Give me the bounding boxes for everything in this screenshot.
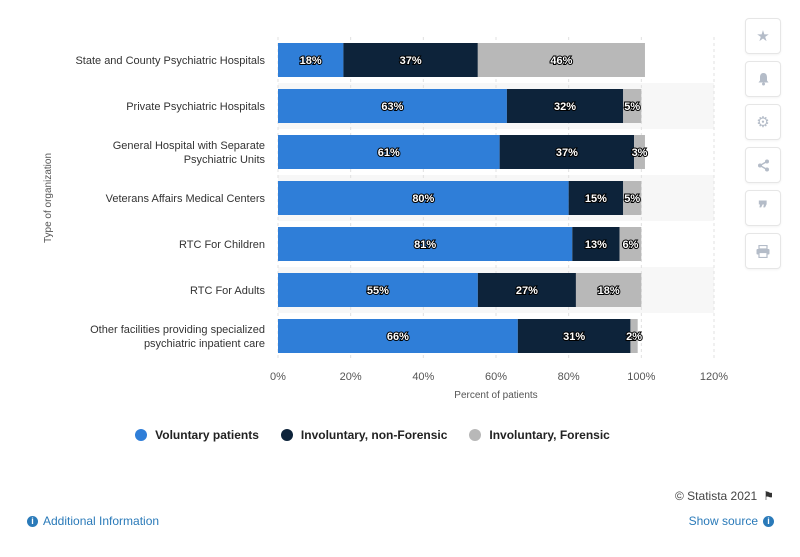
legend-item-involuntary-forensic[interactable]: Involuntary, Forensic bbox=[469, 428, 610, 442]
data-label: 32% bbox=[554, 101, 576, 113]
bar-segment bbox=[278, 181, 569, 215]
bar-segment bbox=[630, 319, 638, 353]
category-label: Psychiatric Units bbox=[184, 154, 266, 166]
category-label: Veterans Affairs Medical Centers bbox=[106, 193, 266, 205]
info-icon: i bbox=[27, 515, 38, 527]
bar-segment bbox=[278, 319, 518, 353]
x-tick-label: 80% bbox=[558, 371, 580, 383]
category-label: RTC For Adults bbox=[190, 285, 265, 297]
print-icon[interactable] bbox=[745, 233, 781, 269]
category-label: RTC For Children bbox=[179, 239, 265, 251]
legend-marker bbox=[135, 429, 148, 441]
bar-segment bbox=[623, 89, 642, 123]
legend-item-voluntary[interactable]: Voluntary patients bbox=[135, 428, 259, 442]
bar-segment bbox=[517, 319, 631, 353]
credit-text: © Statista 2021 bbox=[675, 489, 758, 503]
x-tick-label: 0% bbox=[270, 371, 286, 383]
data-label: 80% bbox=[412, 193, 434, 205]
data-label: 66% bbox=[387, 331, 409, 343]
data-label: 2% bbox=[626, 331, 642, 343]
data-label: 37% bbox=[556, 147, 578, 159]
data-label: 6% bbox=[622, 239, 638, 251]
data-label: 27% bbox=[516, 285, 538, 297]
bar-segment bbox=[278, 43, 344, 77]
legend-marker bbox=[469, 429, 482, 441]
data-label: 46% bbox=[550, 55, 572, 67]
y-axis-title: Type of organization bbox=[43, 153, 54, 243]
data-label: 55% bbox=[367, 285, 389, 297]
data-label: 37% bbox=[400, 55, 422, 67]
share-icon[interactable] bbox=[745, 147, 781, 183]
info-icon: i bbox=[763, 515, 774, 527]
data-label: 18% bbox=[598, 285, 620, 297]
statista-credit[interactable]: © Statista 2021 ⚑ bbox=[675, 489, 774, 503]
x-axis-title: Percent of patients bbox=[454, 390, 537, 401]
legend-item-involuntary-non-forensic[interactable]: Involuntary, non-Forensic bbox=[280, 428, 448, 442]
bar-segment bbox=[278, 227, 573, 261]
data-label: 18% bbox=[300, 55, 322, 67]
x-tick-label: 120% bbox=[700, 371, 728, 383]
bar-segment bbox=[568, 181, 624, 215]
data-label: 81% bbox=[414, 239, 436, 251]
chart-legend: Voluntary patients Involuntary, non-Fore… bbox=[0, 428, 745, 442]
data-label: 5% bbox=[624, 193, 640, 205]
data-label: 13% bbox=[585, 239, 607, 251]
category-label: psychiatric inpatient care bbox=[144, 338, 265, 350]
flag-icon[interactable]: ⚑ bbox=[763, 489, 774, 503]
additional-information-link[interactable]: i Additional Information bbox=[27, 514, 159, 528]
legend-label: Voluntary patients bbox=[155, 428, 259, 442]
data-label: 31% bbox=[563, 331, 585, 343]
category-label: State and County Psychiatric Hospitals bbox=[75, 55, 265, 67]
bar-segment bbox=[278, 135, 500, 169]
bar-segment bbox=[623, 181, 642, 215]
quote-icon[interactable]: ❞ bbox=[745, 190, 781, 226]
data-label: 63% bbox=[381, 101, 403, 113]
bar-segment bbox=[506, 89, 624, 123]
gear-icon[interactable]: ⚙ bbox=[745, 104, 781, 140]
bar-segment bbox=[575, 273, 642, 307]
data-label: 5% bbox=[624, 101, 640, 113]
sidebar-toolbar: ★ ⚙ ❞ bbox=[745, 18, 781, 276]
additional-information-label: Additional Information bbox=[43, 514, 160, 528]
category-label: Other facilities providing specialized bbox=[90, 324, 265, 336]
data-label: 3% bbox=[632, 147, 648, 159]
category-label: General Hospital with Separate bbox=[113, 140, 265, 152]
show-source-label: Show source bbox=[688, 514, 758, 528]
data-label: 61% bbox=[378, 147, 400, 159]
bar-segment bbox=[572, 227, 620, 261]
category-label: Private Psychiatric Hospitals bbox=[126, 101, 265, 113]
bar-segment bbox=[343, 43, 478, 77]
x-tick-label: 100% bbox=[627, 371, 655, 383]
bar-segment bbox=[619, 227, 642, 261]
bar-segment bbox=[278, 89, 507, 123]
x-tick-label: 40% bbox=[412, 371, 434, 383]
bell-icon[interactable] bbox=[745, 61, 781, 97]
x-tick-label: 60% bbox=[485, 371, 507, 383]
show-source-link[interactable]: Show source i bbox=[689, 514, 774, 528]
legend-marker bbox=[280, 429, 293, 441]
data-label: 15% bbox=[585, 193, 607, 205]
bar-segment bbox=[477, 273, 576, 307]
x-tick-label: 20% bbox=[340, 371, 362, 383]
bar-segment bbox=[499, 135, 635, 169]
star-icon[interactable]: ★ bbox=[745, 18, 781, 54]
bar-segment bbox=[634, 135, 645, 169]
bar-segment bbox=[477, 43, 645, 77]
legend-label: Involuntary, non-Forensic bbox=[300, 428, 448, 442]
bar-segment bbox=[278, 273, 478, 307]
legend-label: Involuntary, Forensic bbox=[489, 428, 610, 442]
